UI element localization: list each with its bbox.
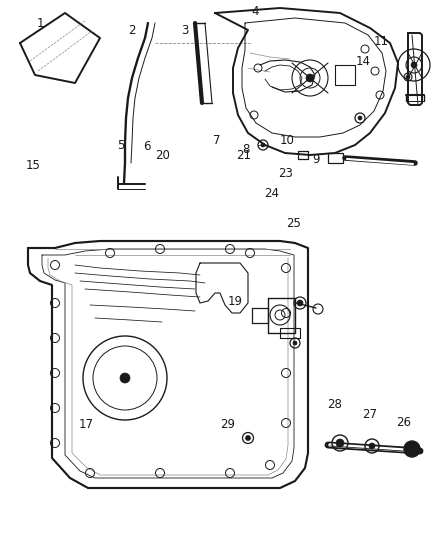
- Text: 27: 27: [362, 408, 377, 422]
- Text: 8: 8: [242, 142, 249, 156]
- Text: 23: 23: [278, 166, 293, 180]
- Circle shape: [297, 300, 302, 306]
- Text: 21: 21: [236, 149, 251, 161]
- Text: 20: 20: [155, 149, 170, 161]
- Circle shape: [120, 373, 130, 383]
- Text: 11: 11: [373, 35, 388, 47]
- Text: 9: 9: [311, 152, 319, 166]
- Text: 25: 25: [286, 216, 301, 230]
- Text: 26: 26: [396, 416, 410, 430]
- Text: 24: 24: [264, 187, 279, 199]
- Text: 4: 4: [251, 4, 258, 18]
- Text: 2: 2: [128, 23, 135, 36]
- Circle shape: [410, 62, 416, 68]
- Circle shape: [261, 143, 265, 147]
- Text: 28: 28: [327, 399, 342, 411]
- Text: 10: 10: [279, 133, 294, 147]
- Circle shape: [305, 74, 313, 82]
- Text: 15: 15: [25, 158, 40, 172]
- Text: 7: 7: [213, 133, 220, 147]
- Text: 19: 19: [227, 295, 242, 308]
- Text: 5: 5: [117, 139, 124, 151]
- Circle shape: [405, 75, 409, 79]
- Circle shape: [357, 116, 361, 120]
- Text: 6: 6: [143, 140, 150, 152]
- Circle shape: [335, 439, 343, 447]
- Text: 29: 29: [220, 418, 235, 432]
- Circle shape: [368, 443, 374, 449]
- Text: 3: 3: [181, 23, 188, 36]
- Circle shape: [292, 341, 297, 345]
- Circle shape: [245, 435, 250, 440]
- Text: 17: 17: [78, 418, 93, 432]
- Text: 14: 14: [355, 54, 370, 68]
- Circle shape: [403, 441, 419, 457]
- Text: 1: 1: [36, 17, 44, 29]
